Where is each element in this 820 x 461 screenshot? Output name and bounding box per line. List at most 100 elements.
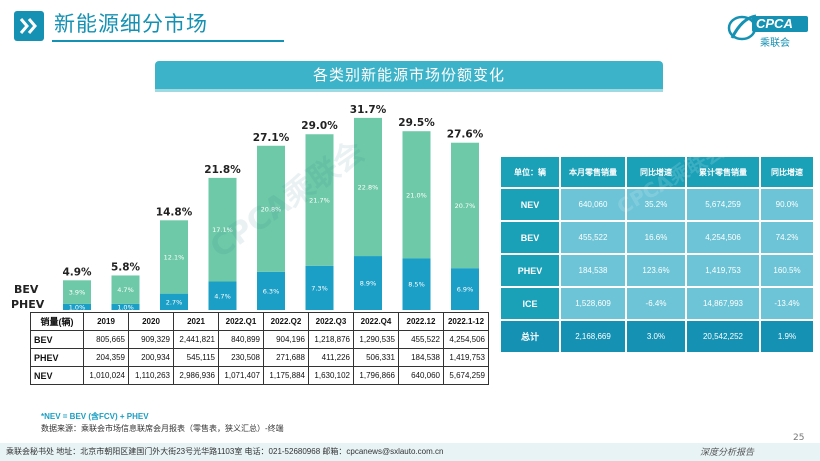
table-cell: 184,538 [398, 348, 444, 367]
row-header-cell: BEV [30, 330, 84, 349]
footnote: *NEV = BEV (含FCV) + PHEV [41, 412, 149, 421]
table-cell: 5,674,259 [443, 366, 489, 385]
table-cell: 230,508 [218, 348, 264, 367]
banner-shadow [155, 89, 663, 92]
bar-label-total: 29.0% [301, 120, 338, 132]
table-row: NEV 640,060 35.2% 5,674,259 90.0% [501, 188, 815, 222]
bar-bev [354, 117, 382, 257]
bar-label-total: 5.8% [111, 261, 141, 273]
table-cell: 909,329 [128, 330, 174, 349]
row-header-cell: 总计 [501, 320, 561, 354]
table-cell: 640,060 [398, 366, 444, 385]
table-cell: 160.5% [760, 254, 815, 288]
bar-label-total: 29.5% [398, 117, 435, 129]
title-icon [14, 11, 44, 41]
table-cell: 1,630,102 [308, 366, 354, 385]
footer-contact: 乘联会秘书处 地址：北京市朝阳区建国门外大街23号光华路1103室 电话：021… [6, 447, 444, 456]
bar-label-phev: 2.7% [166, 298, 183, 306]
bar-phev [160, 293, 188, 310]
table-cell: 1,419,753 [686, 254, 761, 288]
table-row: NEV 1,010,024 1,110,263 2,986,936 1,071,407 1… [30, 366, 489, 385]
table-cell: 1.9% [760, 320, 815, 354]
table-cell: 200,934 [128, 348, 174, 367]
bar-phev [354, 256, 382, 310]
bar-phev [305, 265, 334, 310]
table-cell: 74.2% [760, 221, 815, 255]
row-header-cell: ICE [501, 287, 561, 321]
bar-label-phev: 7.3% [311, 284, 328, 292]
table-cell: 1,528,609 [560, 287, 627, 321]
cpca-logo-icon [727, 14, 808, 41]
table-cell: 455,522 [398, 330, 444, 349]
table-cell: 123.6% [626, 254, 687, 288]
table-cell: 5,674,259 [686, 188, 761, 222]
table-cell: 2,168,669 [560, 320, 627, 354]
table-cell: 90.0% [760, 188, 815, 222]
table-cell: 2022.Q1 [218, 312, 264, 331]
page-number: 25 [793, 433, 805, 443]
row-header-cell: NEV [501, 188, 561, 222]
bar-label-total: 27.1% [253, 132, 290, 144]
bar-bev [208, 177, 237, 282]
bar-label-bev: 20.8% [261, 205, 282, 213]
cpca-logo: CPCA 乘联会 [726, 10, 810, 50]
table-cell: 2019 [83, 312, 129, 331]
table-cell: 1,419,753 [443, 348, 489, 367]
table-cell: 1,796,866 [353, 366, 399, 385]
bar-phev [451, 268, 479, 310]
table-cell: 2020 [128, 312, 174, 331]
title-underline [52, 40, 284, 42]
row-header-cell: NEV [30, 366, 84, 385]
row-header-cell: 销量(辆) [30, 312, 84, 331]
table-cell: 184,538 [560, 254, 627, 288]
bar-label-total: 21.8% [204, 164, 241, 176]
table-cell: 20,542,252 [686, 320, 761, 354]
footer-report-label: 深度分析报告 [700, 448, 755, 458]
bar-label-phev: 8.5% [408, 281, 425, 289]
table-cell: 411,226 [308, 348, 354, 367]
slide-title: 新能源细分市场 [54, 12, 208, 36]
bar-label-phev: 1.0% [117, 303, 134, 311]
table-total-row: 总计 2,168,669 3.0% 20,542,252 1.9% [501, 320, 815, 354]
bar-label-phev: 4.7% [214, 292, 231, 300]
bar-bev [257, 145, 285, 272]
table-cell: 2021 [173, 312, 219, 331]
table-cell: 840,899 [218, 330, 264, 349]
table-cell: 805,665 [83, 330, 129, 349]
table-row: PHEV 184,538 123.6% 1,419,753 160.5% [501, 254, 815, 288]
table-row: ICE 1,528,609 -6.4% 14,867,993 -13.4% [501, 287, 815, 321]
bar-bev [305, 134, 334, 266]
bar-phev [257, 271, 285, 310]
footer-bar [0, 443, 820, 461]
bar-bev [451, 142, 479, 269]
table-cell: 4,254,506 [686, 221, 761, 255]
bar-label-bev: 3.9% [69, 289, 86, 297]
bar-label-total: 27.6% [447, 129, 484, 141]
bar-bev [160, 220, 188, 294]
table-cell: 1,218,876 [308, 330, 354, 349]
row-header-cell: PHEV [30, 348, 84, 367]
bar-label-bev: 22.8% [358, 183, 379, 191]
bar-phev [208, 281, 237, 310]
table-header-row: 销量(辆) 2019 2020 2021 2022.Q1 2022.Q2 2022.Q3 20… [30, 312, 489, 331]
table-cell: 1,071,407 [218, 366, 264, 385]
logo-text: CPCA [756, 16, 793, 31]
table-cell: 271,688 [263, 348, 309, 367]
bar-bev [63, 280, 91, 304]
table-cell: 16.6% [626, 221, 687, 255]
bar-phev [402, 258, 431, 310]
bar-label-phev: 8.9% [360, 280, 377, 288]
bar-label-total: 31.7% [350, 104, 387, 116]
table-cell: 2022.Q3 [308, 312, 354, 331]
bar-label-bev: 21.0% [406, 191, 427, 199]
table-cell: -6.4% [626, 287, 687, 321]
logo-subtext: 乘联会 [760, 38, 790, 49]
data-source: 数据来源：乘联会市场信息联席会月报表（零售表，狭义汇总）-终端 [41, 424, 284, 433]
table-cell: 同比增速 [760, 157, 815, 189]
table-row: PHEV 204,359 200,934 545,115 230,508 271,688 4… [30, 348, 489, 367]
table-cell: 904,196 [263, 330, 309, 349]
table-cell: 3.0% [626, 320, 687, 354]
table-header-row: 单位：辆 本月零售销量 同比增速 累计零售销量 同比增速 [501, 157, 815, 189]
table-cell: 2,441,821 [173, 330, 219, 349]
table-cell: 35.2% [626, 188, 687, 222]
